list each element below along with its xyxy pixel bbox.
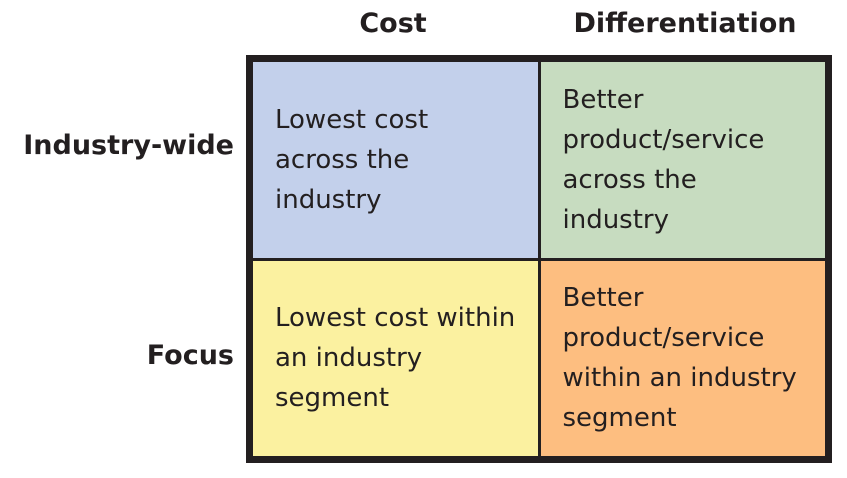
row-header-industry-wide: Industry-wide	[23, 130, 234, 161]
row-header-focus: Focus	[146, 340, 234, 371]
cell-differentiation-industry-wide: Better product/service across the indust…	[540, 62, 825, 258]
strategy-matrix: Lowest cost across the industry Better p…	[246, 55, 832, 463]
cell-text-differentiation-industry-wide: Better product/service across the indust…	[562, 84, 765, 235]
cell-cost-focus: Lowest cost within an industry segment	[253, 260, 538, 456]
column-header-cost: Cost	[359, 8, 427, 39]
column-header-differentiation: Differentiation	[573, 8, 797, 39]
cell-text-differentiation-focus: Better product/service within an industr…	[562, 283, 797, 434]
cell-cost-industry-wide: Lowest cost across the industry	[253, 62, 538, 258]
cell-differentiation-focus: Better product/service within an industr…	[540, 260, 825, 456]
cell-text-cost-industry-wide: Lowest cost across the industry	[275, 104, 429, 215]
cell-text-cost-focus: Lowest cost within an industry segment	[275, 303, 516, 414]
